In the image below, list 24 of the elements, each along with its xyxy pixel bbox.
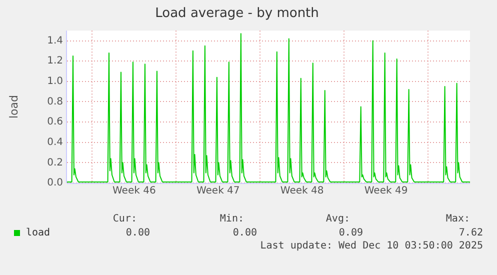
text: 0.00 [232,228,257,239]
y-tick-label: 0.8 [47,96,63,108]
x-tick-label: Week 49 [364,186,408,197]
y-tick-label: 0.2 [47,157,63,168]
text: 7.62 [458,228,483,239]
y-tick-label: 1.0 [47,76,63,87]
legend-label: load [26,228,50,239]
text: 0.00 [126,228,150,239]
y-axis-title: load [7,95,20,119]
y-tick-label: 0.4 [47,136,63,148]
x-tick-label: Week 48 [280,186,324,197]
y-tick-label: 0.6 [47,116,63,128]
y-tick-label: 1.2 [47,56,63,67]
text: 0.09 [338,228,363,239]
text: Cur: [112,214,137,225]
y-tick-label: 1.4 [47,35,63,46]
text: Max: [446,214,470,225]
x-tick-label: Week 46 [112,186,156,197]
chart-title: Load average - by month [155,6,319,22]
text: Min: [220,214,244,225]
text: Avg: [326,214,350,225]
text: Last update: Wed Dec 10 03:50:00 2025 [260,240,483,252]
x-tick-label: Week 47 [196,186,240,197]
y-tick-label: 0.0 [47,178,63,189]
